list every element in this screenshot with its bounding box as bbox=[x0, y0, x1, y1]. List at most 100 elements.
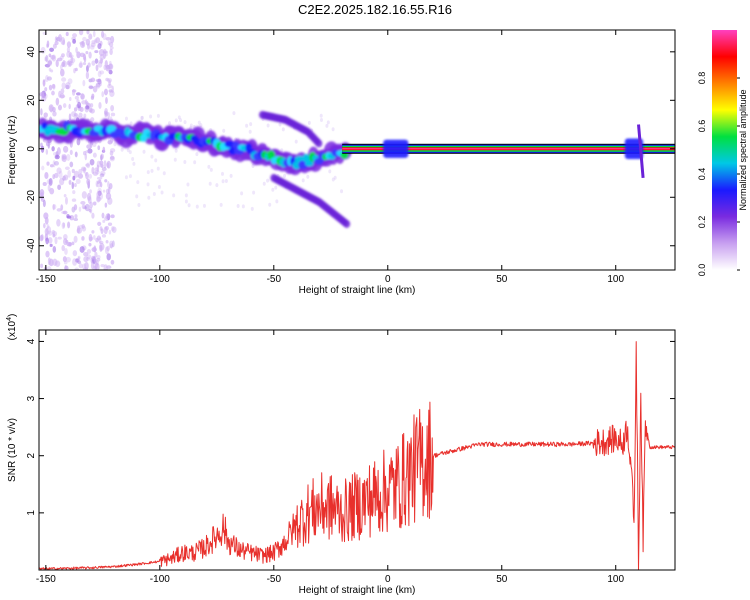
heatmap-noise-blob bbox=[81, 236, 85, 241]
heatmap-noise-blob bbox=[104, 202, 108, 208]
colorbar-tick-label: 0.8 bbox=[697, 72, 707, 85]
heatmap-frame bbox=[38, 29, 676, 271]
heatmap-noise-blob bbox=[101, 212, 105, 219]
heatmap-noise-blob bbox=[55, 59, 59, 68]
heatmap-noise-blob bbox=[51, 90, 55, 96]
heatmap-noise-blob bbox=[92, 85, 98, 93]
heatmap-noise-blob bbox=[73, 217, 79, 222]
snr-panel: -150 -100 -50 0 50 100 1 2 3 4 Height of straigh… bbox=[6, 314, 676, 596]
colorbar-tick-label: 0.4 bbox=[697, 168, 707, 181]
heatmap-noise-blob bbox=[146, 170, 150, 175]
heatmap-noise-blob bbox=[60, 88, 65, 94]
heatmap-noise-blob bbox=[76, 225, 80, 234]
snr-frame bbox=[38, 329, 676, 571]
heatmap-noise-blob bbox=[79, 246, 85, 253]
heatmap-noise-blob bbox=[53, 161, 60, 166]
heatmap-noise-blob bbox=[84, 172, 88, 176]
heatmap-noise-blob bbox=[99, 244, 103, 252]
heatmap-noise-blob bbox=[156, 166, 160, 171]
heatmap-noise-blob bbox=[95, 37, 101, 44]
heatmap-noise-blob bbox=[110, 259, 115, 265]
heatmap-noise-blob bbox=[86, 162, 91, 169]
heatmap-noise-blob bbox=[52, 233, 56, 238]
heatmap-noise-blob bbox=[91, 255, 96, 260]
heatmap-ridge-core bbox=[224, 140, 235, 148]
heatmap-noise-blob bbox=[74, 183, 77, 188]
heatmap-noise-blob bbox=[52, 258, 58, 266]
heatmap-noise-blob bbox=[319, 113, 323, 118]
heatmap-noise-blob bbox=[104, 108, 108, 115]
heatmap-noise-blob bbox=[104, 225, 110, 231]
heatmap-y-tick-label: -20 bbox=[26, 190, 37, 205]
heatmap-noise-blob bbox=[78, 112, 83, 118]
heatmap-noise-blob bbox=[208, 181, 212, 186]
heatmap-noise-blob bbox=[85, 257, 91, 261]
heatmap-noise-blob bbox=[186, 182, 190, 187]
heatmap-noise-blob bbox=[109, 150, 114, 156]
snr-series-line bbox=[39, 341, 675, 570]
heatmap-noise-blob bbox=[78, 168, 83, 175]
heatmap-noise-blob bbox=[183, 120, 187, 125]
heatmap-noise-blob bbox=[49, 164, 54, 168]
heatmap-noise-blob bbox=[40, 263, 44, 269]
heatmap-noise-blob bbox=[40, 197, 45, 202]
heatmap-noise-blob bbox=[102, 146, 106, 154]
heatmap-noise-blob bbox=[174, 118, 178, 123]
heatmap-flat-bump bbox=[624, 138, 644, 160]
heatmap-noise-blob bbox=[97, 221, 102, 226]
heatmap-noise-blob bbox=[111, 85, 114, 94]
heatmap-noise-blob bbox=[95, 81, 101, 89]
heatmap-noise-blob bbox=[88, 107, 93, 113]
heatmap-noise-blob bbox=[69, 161, 74, 168]
heatmap-noise-blob bbox=[107, 222, 113, 227]
heatmap-noise-blob bbox=[100, 30, 105, 38]
heatmap-noise-blob bbox=[43, 112, 48, 118]
heatmap-noise-blob bbox=[56, 147, 61, 156]
heatmap-noise-blob bbox=[102, 189, 106, 193]
heatmap-noise-blob bbox=[103, 88, 108, 96]
heatmap-y-tick-label: 0 bbox=[26, 146, 37, 152]
heatmap-noise-blob bbox=[72, 250, 78, 257]
heatmap-noise-blob bbox=[142, 149, 146, 154]
heatmap-noise-blob bbox=[64, 166, 70, 171]
heatmap-noise-blob bbox=[65, 196, 68, 205]
heatmap-noise-blob bbox=[78, 30, 84, 36]
heatmap-noise-blob bbox=[333, 175, 337, 180]
heatmap-noise-blob bbox=[95, 82, 101, 88]
heatmap-noise-blob bbox=[111, 240, 115, 248]
heatmap-noise-blob bbox=[81, 191, 87, 199]
heatmap-noise-blob bbox=[156, 113, 160, 118]
heatmap-noise-blob bbox=[58, 170, 63, 179]
heatmap-noise-blob bbox=[47, 237, 53, 244]
heatmap-noise-blob bbox=[79, 106, 84, 112]
heatmap-noise-blob bbox=[78, 263, 84, 269]
colorbar-tick-label: 0.6 bbox=[697, 120, 707, 133]
heatmap-noise-blob bbox=[48, 177, 53, 186]
heatmap-noise-blob bbox=[108, 42, 114, 47]
heatmap-noise-blob bbox=[42, 79, 46, 86]
heatmap-noise-blob bbox=[97, 70, 102, 78]
heatmap-noise-blob bbox=[51, 83, 56, 89]
heatmap-noise-blob bbox=[89, 158, 95, 166]
heatmap-noise-blob bbox=[82, 36, 87, 42]
heatmap-noise-blob bbox=[124, 175, 128, 180]
heatmap-noise-blob bbox=[65, 84, 70, 90]
heatmap-noise-blob bbox=[40, 46, 46, 54]
heatmap-noise-blob bbox=[102, 48, 107, 54]
heatmap-noise-blob bbox=[90, 42, 96, 48]
heatmap-noise-blob bbox=[97, 192, 102, 196]
heatmap-noise-blob bbox=[219, 202, 223, 207]
heatmap-noise-blob bbox=[57, 34, 63, 42]
heatmap-noise-blob bbox=[98, 236, 102, 244]
heatmap-noise-blob bbox=[105, 97, 108, 104]
heatmap-noise-blob bbox=[65, 256, 71, 263]
heatmap-noise-blob bbox=[283, 173, 287, 178]
heatmap-noise-blob bbox=[68, 179, 72, 185]
heatmap-noise-blob bbox=[52, 245, 57, 253]
heatmap-noise-blob bbox=[57, 236, 62, 240]
heatmap-noise-blob bbox=[83, 113, 87, 118]
heatmap-noise-blob bbox=[91, 93, 95, 99]
heatmap-noise-blob bbox=[73, 113, 78, 117]
heatmap-noise-blob bbox=[81, 100, 87, 105]
heatmap-y-axis-label: Frequency (Hz) bbox=[7, 116, 18, 185]
